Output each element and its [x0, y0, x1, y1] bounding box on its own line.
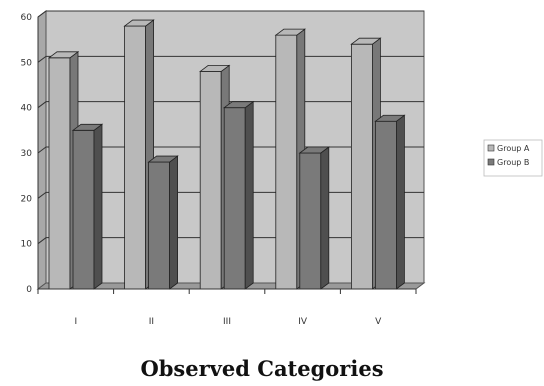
- legend-label: Group A: [497, 144, 530, 153]
- legend-label: Group B: [497, 158, 529, 167]
- bar-side: [320, 146, 330, 290]
- legend-box: [483, 139, 543, 177]
- legend: Group A Group B: [483, 139, 543, 177]
- bar-side: [244, 100, 254, 290]
- legend-swatch: [487, 144, 495, 152]
- legend-swatch: [487, 158, 495, 166]
- y-tick-label: 20: [21, 194, 33, 204]
- bar-top: [198, 65, 231, 72]
- bar-group-b: [148, 161, 171, 290]
- x-axis-title: Observed Categories: [140, 356, 383, 381]
- bar-group-a: [350, 43, 373, 290]
- bar-side: [395, 114, 405, 290]
- bar-group-b: [299, 152, 322, 290]
- y-tick-label: 10: [21, 240, 33, 250]
- x-tick-label: III: [223, 317, 231, 327]
- x-tick-label: IV: [298, 317, 308, 327]
- bar-top: [298, 146, 330, 154]
- y-tick-label: 50: [21, 58, 33, 68]
- bar-group-a: [275, 34, 298, 290]
- bar-top: [71, 123, 104, 131]
- bar-top: [222, 101, 255, 109]
- y-tick-label: 0: [26, 285, 32, 295]
- bar-group-b: [72, 129, 95, 290]
- bar-group-a: [48, 57, 71, 290]
- x-tick-label: V: [375, 317, 382, 327]
- bar-top: [47, 51, 80, 59]
- bar-top: [123, 19, 155, 27]
- bar-side: [93, 123, 103, 290]
- bar-top: [374, 114, 406, 122]
- bar-top: [350, 37, 382, 45]
- bar-top: [274, 28, 306, 36]
- y-tick-label: 40: [21, 104, 33, 114]
- bars: [47, 19, 406, 290]
- y-tick-label: 30: [21, 149, 33, 159]
- x-tick-label: I: [74, 317, 77, 327]
- bar-group-b: [223, 107, 246, 290]
- bar-side: [169, 155, 179, 290]
- y-tick-label: 60: [21, 13, 33, 23]
- bar-group-a: [124, 25, 146, 290]
- bar-top: [147, 155, 179, 163]
- x-tick-label: II: [149, 317, 154, 327]
- bar-group-a: [199, 71, 222, 290]
- gridline: [37, 10, 424, 18]
- bar-group-b: [374, 120, 397, 290]
